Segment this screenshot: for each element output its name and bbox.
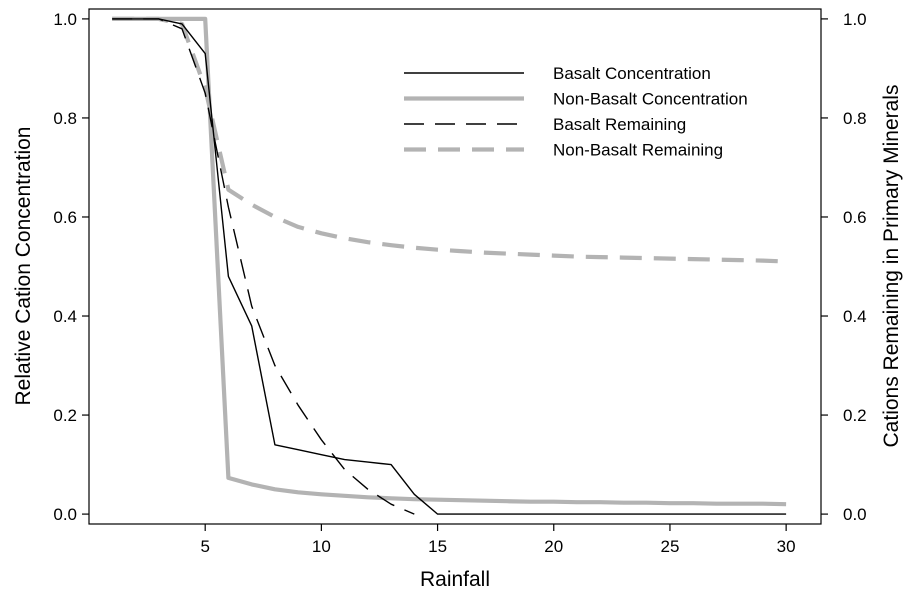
y-tick-label: 0.6: [53, 208, 77, 227]
y2-tick-label: 0.0: [843, 505, 867, 524]
y2-tick-label: 0.8: [843, 109, 867, 128]
x-tick-label: 10: [312, 537, 331, 556]
y2-tick-label: 0.6: [843, 208, 867, 227]
x-axis-title: Rainfall: [420, 568, 490, 591]
series-line-non-basalt-remaining: [112, 16, 787, 264]
series-line-non-basalt-concentration: [112, 16, 787, 507]
legend-label: Non-Basalt Concentration: [553, 90, 748, 109]
x-tick-label: 15: [428, 537, 447, 556]
series-layer: [112, 16, 787, 515]
y-tick-label: 0.4: [53, 307, 77, 326]
y-tick-label: 0.0: [53, 505, 77, 524]
x-tick-label: 30: [777, 537, 796, 556]
axes-layer: 5 10 15 20 25 30 0.0 0.2 0.4 0.6 0.8 1.0 0.0 0.2 0.4 0.…: [53, 10, 866, 556]
legend-label: Basalt Concentration: [553, 64, 711, 83]
plot-frame: [88, 8, 822, 525]
legend-label: Basalt Remaining: [553, 115, 686, 134]
y-axis-title: Relative Cation Concentration: [12, 127, 35, 406]
series-line-basalt-remaining: [112, 18, 415, 515]
x-tick-label: 20: [544, 537, 563, 556]
x-tick-label: 25: [660, 537, 679, 556]
y2-tick-label: 0.4: [843, 307, 867, 326]
y-tick-label: 0.8: [53, 109, 77, 128]
x-tick-label: 5: [200, 537, 209, 556]
series-line-basalt-concentration: [112, 18, 787, 515]
legend: Basalt Concentration Non-Basalt Concentra…: [404, 64, 748, 160]
y2-tick-label: 1.0: [843, 10, 867, 29]
y2-tick-label: 0.2: [843, 406, 867, 425]
y-tick-label: 0.2: [53, 406, 77, 425]
y-tick-label: 1.0: [53, 10, 77, 29]
y2-axis-title: Cations Remaining in Primary Minerals: [880, 85, 903, 448]
legend-label: Non-Basalt Remaining: [553, 141, 723, 160]
